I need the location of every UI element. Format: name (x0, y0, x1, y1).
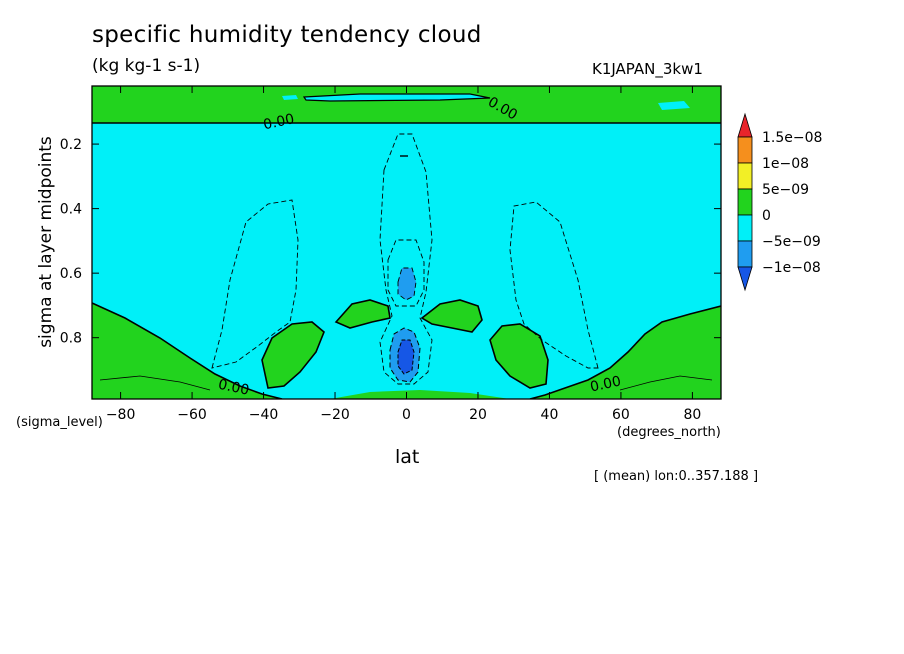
colorbar-label: −5e−09 (762, 234, 821, 250)
colorbar-box (737, 240, 753, 268)
x-tick-label: 0 (402, 407, 411, 423)
fill-top-patch-left (282, 95, 298, 100)
colorbar-box (737, 136, 753, 164)
neg-contour-bottom-right-inner (619, 375, 713, 391)
x-tick-label: −40 (249, 407, 279, 423)
zero-contour-bottom-left (92, 302, 283, 399)
contour-fills (92, 86, 721, 399)
x-axis-label: lat (395, 446, 420, 468)
fill-top-patch-center (304, 94, 490, 101)
zero-contour-top-patch (302, 93, 491, 102)
fill-left-lobe-lower (262, 322, 324, 388)
colorbar-box (737, 214, 753, 242)
fill-upper-core (398, 268, 416, 300)
fill-bottom-center-positive (330, 390, 510, 399)
colorbar-label: 0 (762, 208, 771, 224)
run-id: K1JAPAN_3kw1 (592, 60, 703, 78)
colorbar-bottom-arrow (737, 266, 753, 292)
colorbar-label: 5e−09 (762, 182, 809, 198)
contour-label-topleft: 0.00 (262, 111, 296, 133)
fill-lower-core-deep (398, 340, 414, 374)
zero-contour-right-lobe-upper (420, 299, 483, 333)
colorbar-box (737, 162, 753, 190)
neg-contour-left-column (211, 199, 299, 369)
y-tick-label: 0.6 (60, 266, 82, 282)
colorbar-label: −1e−08 (762, 260, 821, 276)
colorbar: 1.5e−08 1e−08 5e−09 0 −5e−09 −1e−08 (737, 112, 822, 292)
fill-top-positive (92, 86, 721, 123)
chart-title: specific humidity tendency cloud (92, 22, 482, 48)
fill-right-lobe-upper (422, 300, 482, 332)
contour-label-bottomright: 0.00 (589, 373, 623, 395)
fill-top-patch-right (658, 101, 690, 110)
neg-contour-upper-core (397, 267, 417, 301)
colorbar-top-arrow (737, 112, 753, 138)
x-tick-label: −80 (106, 407, 136, 423)
colorbar-label: 1e−08 (762, 156, 809, 172)
fill-bottom-right-positive (530, 306, 721, 399)
contour-label-bottomleft: 0.00 (217, 377, 251, 399)
colorbar-label: 1.5e−08 (762, 130, 822, 146)
neg-contour-lower-core (389, 327, 421, 383)
x-tick-label: 40 (541, 407, 559, 423)
x-tick-label: 20 (469, 407, 487, 423)
x-axis-units: (degrees_north) (617, 425, 721, 440)
y-tick-label: 0.4 (60, 202, 82, 218)
x-tick-label: 60 (612, 407, 630, 423)
zero-contour-right-lobe-lower (489, 323, 549, 389)
zero-contour-bottom-right (529, 305, 721, 399)
y-tick-label: 0.2 (60, 137, 82, 153)
x-tick-label: 80 (683, 407, 701, 423)
neg-contour-right-column (509, 201, 599, 369)
neg-contour-bottom-left-inner (99, 375, 211, 391)
zero-contour-left-lobe-lower (261, 321, 325, 389)
averaging-note: [ (mean) lon:0..357.188 ] (594, 469, 759, 484)
neg-contour-center-column (379, 133, 433, 385)
y-tick-label: 0.8 (60, 331, 82, 347)
fill-right-lobe-lower (490, 324, 548, 388)
zero-contour-left-lobe-upper (334, 299, 391, 329)
axes: −80 −60 −40 −20 0 20 40 60 80 0.2 0.4 0.6 0.8 (60, 86, 721, 423)
x-tick-label: −20 (320, 407, 350, 423)
x-tick-label: −60 (177, 407, 207, 423)
contour-lines (92, 93, 721, 399)
neg-contour-lower-core-deep (397, 339, 415, 375)
colorbar-box (737, 188, 753, 216)
neg-contour-inner-column (387, 239, 425, 307)
y-axis-units: (sigma_level) (16, 415, 103, 430)
chart-units: (kg kg-1 s-1) (92, 56, 201, 76)
